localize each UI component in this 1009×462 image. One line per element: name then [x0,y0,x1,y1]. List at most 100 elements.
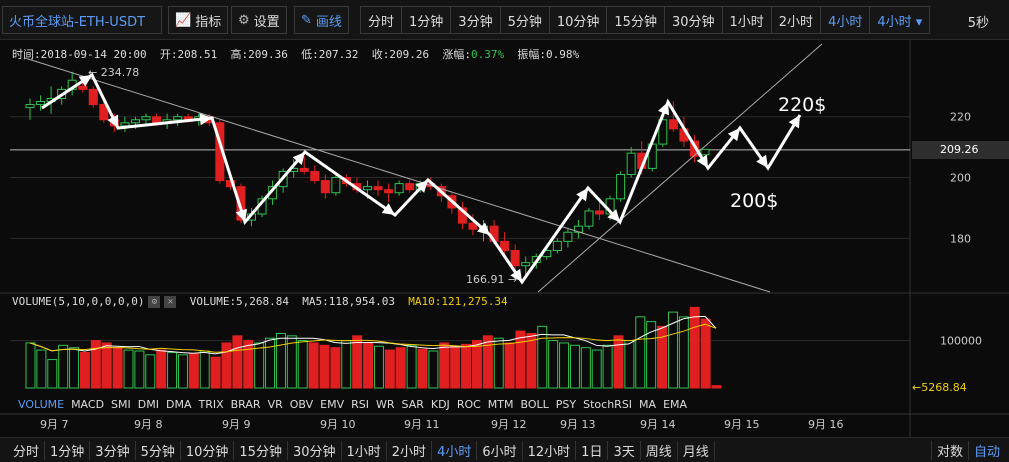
interval-tab[interactable]: 30分钟 [663,6,723,34]
interval-tab[interactable]: 5分钟 [499,6,550,34]
interval-tab[interactable]: 3分钟 [450,6,501,34]
bottom-interval-tab[interactable]: 3天 [608,441,641,460]
amp-value: 0.98% [545,48,580,61]
volume-bar [559,342,570,389]
volume-bar [395,347,406,389]
volume-bar [537,325,548,389]
wave-arrowhead [756,154,768,168]
current-price-tag: 209.26 [912,141,1009,159]
indicator-tab[interactable]: MA [639,398,657,411]
indicator-tab[interactable]: DMI [137,398,159,411]
indicator-tab[interactable]: BOLL [520,398,549,411]
bottom-interval-tab[interactable]: 5分钟 [136,441,181,460]
bottom-interval-tab[interactable]: 10分钟 [181,441,235,460]
volume-bar [297,340,308,389]
indicator-tab[interactable]: VOLUME [18,398,65,411]
draw-button[interactable]: ✎ 画线 [294,6,349,34]
bottom-interval-tab[interactable]: 周线 [641,441,678,460]
bottom-interval-tab[interactable]: 6小时 [477,441,523,460]
indicator-tab[interactable]: KDJ [430,398,450,411]
candle-body [595,210,605,215]
ma10-line [29,323,717,353]
volume-bar [406,344,417,389]
interval-tab[interactable]: 分时 [360,6,403,34]
indicator-tab[interactable]: BRAR [230,398,261,411]
volume-bar [471,340,482,389]
bottom-interval-tab[interactable]: 1分钟 [45,441,91,460]
bottom-interval-tab[interactable]: 1日 [576,441,609,460]
volume-bar [352,335,363,389]
wave-arrowhead [510,268,522,282]
bottom-interval-tab[interactable]: 1小时 [342,441,387,460]
candle-body [25,104,35,109]
interval-tab[interactable]: 15分钟 [606,6,665,34]
scale-option[interactable]: 自动 [967,441,1005,460]
wave-arrowhead [657,102,670,116]
indicator-tab[interactable]: ROC [456,398,481,411]
indicator-tab[interactable]: OBV [289,398,314,411]
volume-settings-icon[interactable]: ⚙ [148,296,161,308]
bottom-interval-tab[interactable]: 分时 [8,441,46,460]
volume-bar [286,335,297,389]
volume-bar [711,385,722,389]
indicator-tab[interactable]: SAR [401,398,424,411]
interval-tab[interactable]: 10分钟 [548,6,608,34]
volume-bar [47,359,58,389]
wave-arrowhead [199,113,212,126]
indicator-tab[interactable]: PSY [555,398,577,411]
scale-option[interactable]: 对数 [930,441,968,460]
indicator-tab[interactable]: EMV [320,398,345,411]
indicator-tab[interactable]: SMI [111,398,131,411]
interval-tab[interactable]: 2小时 [770,6,822,34]
indicator-button[interactable]: 📈 指标 [168,6,229,34]
volume-bar [90,340,101,389]
indicator-tab[interactable]: DMA [165,398,192,411]
bottom-interval-tab[interactable]: 4小时 [432,441,478,460]
volume-bar [265,337,276,389]
volume-bar [123,349,134,389]
candle-body [384,189,394,194]
candle-body [616,173,626,200]
volume-bar [341,340,352,389]
bottom-interval-tab[interactable]: 3分钟 [90,441,136,460]
volume-bar [330,347,341,389]
bottom-interval-tab[interactable]: 12小时 [523,441,577,460]
volume-bar [373,345,384,389]
symbol-selector[interactable]: 火币全球站-ETH-USDT [2,6,162,34]
interval-tab[interactable]: 1分钟 [401,6,452,34]
bottom-interval-tab[interactable]: 2小时 [387,441,433,460]
bottom-interval-tab[interactable]: 30分钟 [288,441,342,460]
interval-tab[interactable]: 1小时 [721,6,772,34]
high-value: 209.36 [248,48,288,61]
volume-bar [515,330,526,389]
volume-bar [624,340,635,389]
wave-path [41,72,802,285]
indicator-tab[interactable]: RSI [351,398,369,411]
amp-label: 振幅: [517,48,546,61]
open-value: 208.51 [177,48,218,61]
wave-arrowhead [477,222,490,235]
candle-body [510,249,520,267]
volume-close-icon[interactable]: ✕ [164,296,177,308]
interval-tab[interactable]: 4小时 ▾ [869,6,931,34]
refresh-interval[interactable]: 5秒 [967,16,989,31]
indicator-tab[interactable]: VR [267,398,283,411]
bottom-interval-tab[interactable]: 月线 [678,441,715,460]
indicator-tab[interactable]: MTM [487,398,514,411]
indicator-tab[interactable]: EMA [663,398,688,411]
volume-bar [635,316,646,389]
bottom-interval-tab[interactable]: 15分钟 [234,441,288,460]
volume-bar [210,356,221,389]
settings-label: 设置 [253,14,280,30]
indicator-tab[interactable]: WR [375,398,395,411]
indicator-tab[interactable]: StochRSI [583,398,633,411]
volume-bar [602,344,613,389]
settings-button[interactable]: ⚙ 设置 [231,6,287,34]
wave-arrowhead [727,128,740,142]
volume-bar [199,350,210,389]
volume-bar [450,345,461,389]
interval-tab[interactable]: 4小时 [820,6,871,34]
indicator-tab[interactable]: TRIX [198,398,224,411]
indicator-tab[interactable]: MACD [71,398,105,411]
